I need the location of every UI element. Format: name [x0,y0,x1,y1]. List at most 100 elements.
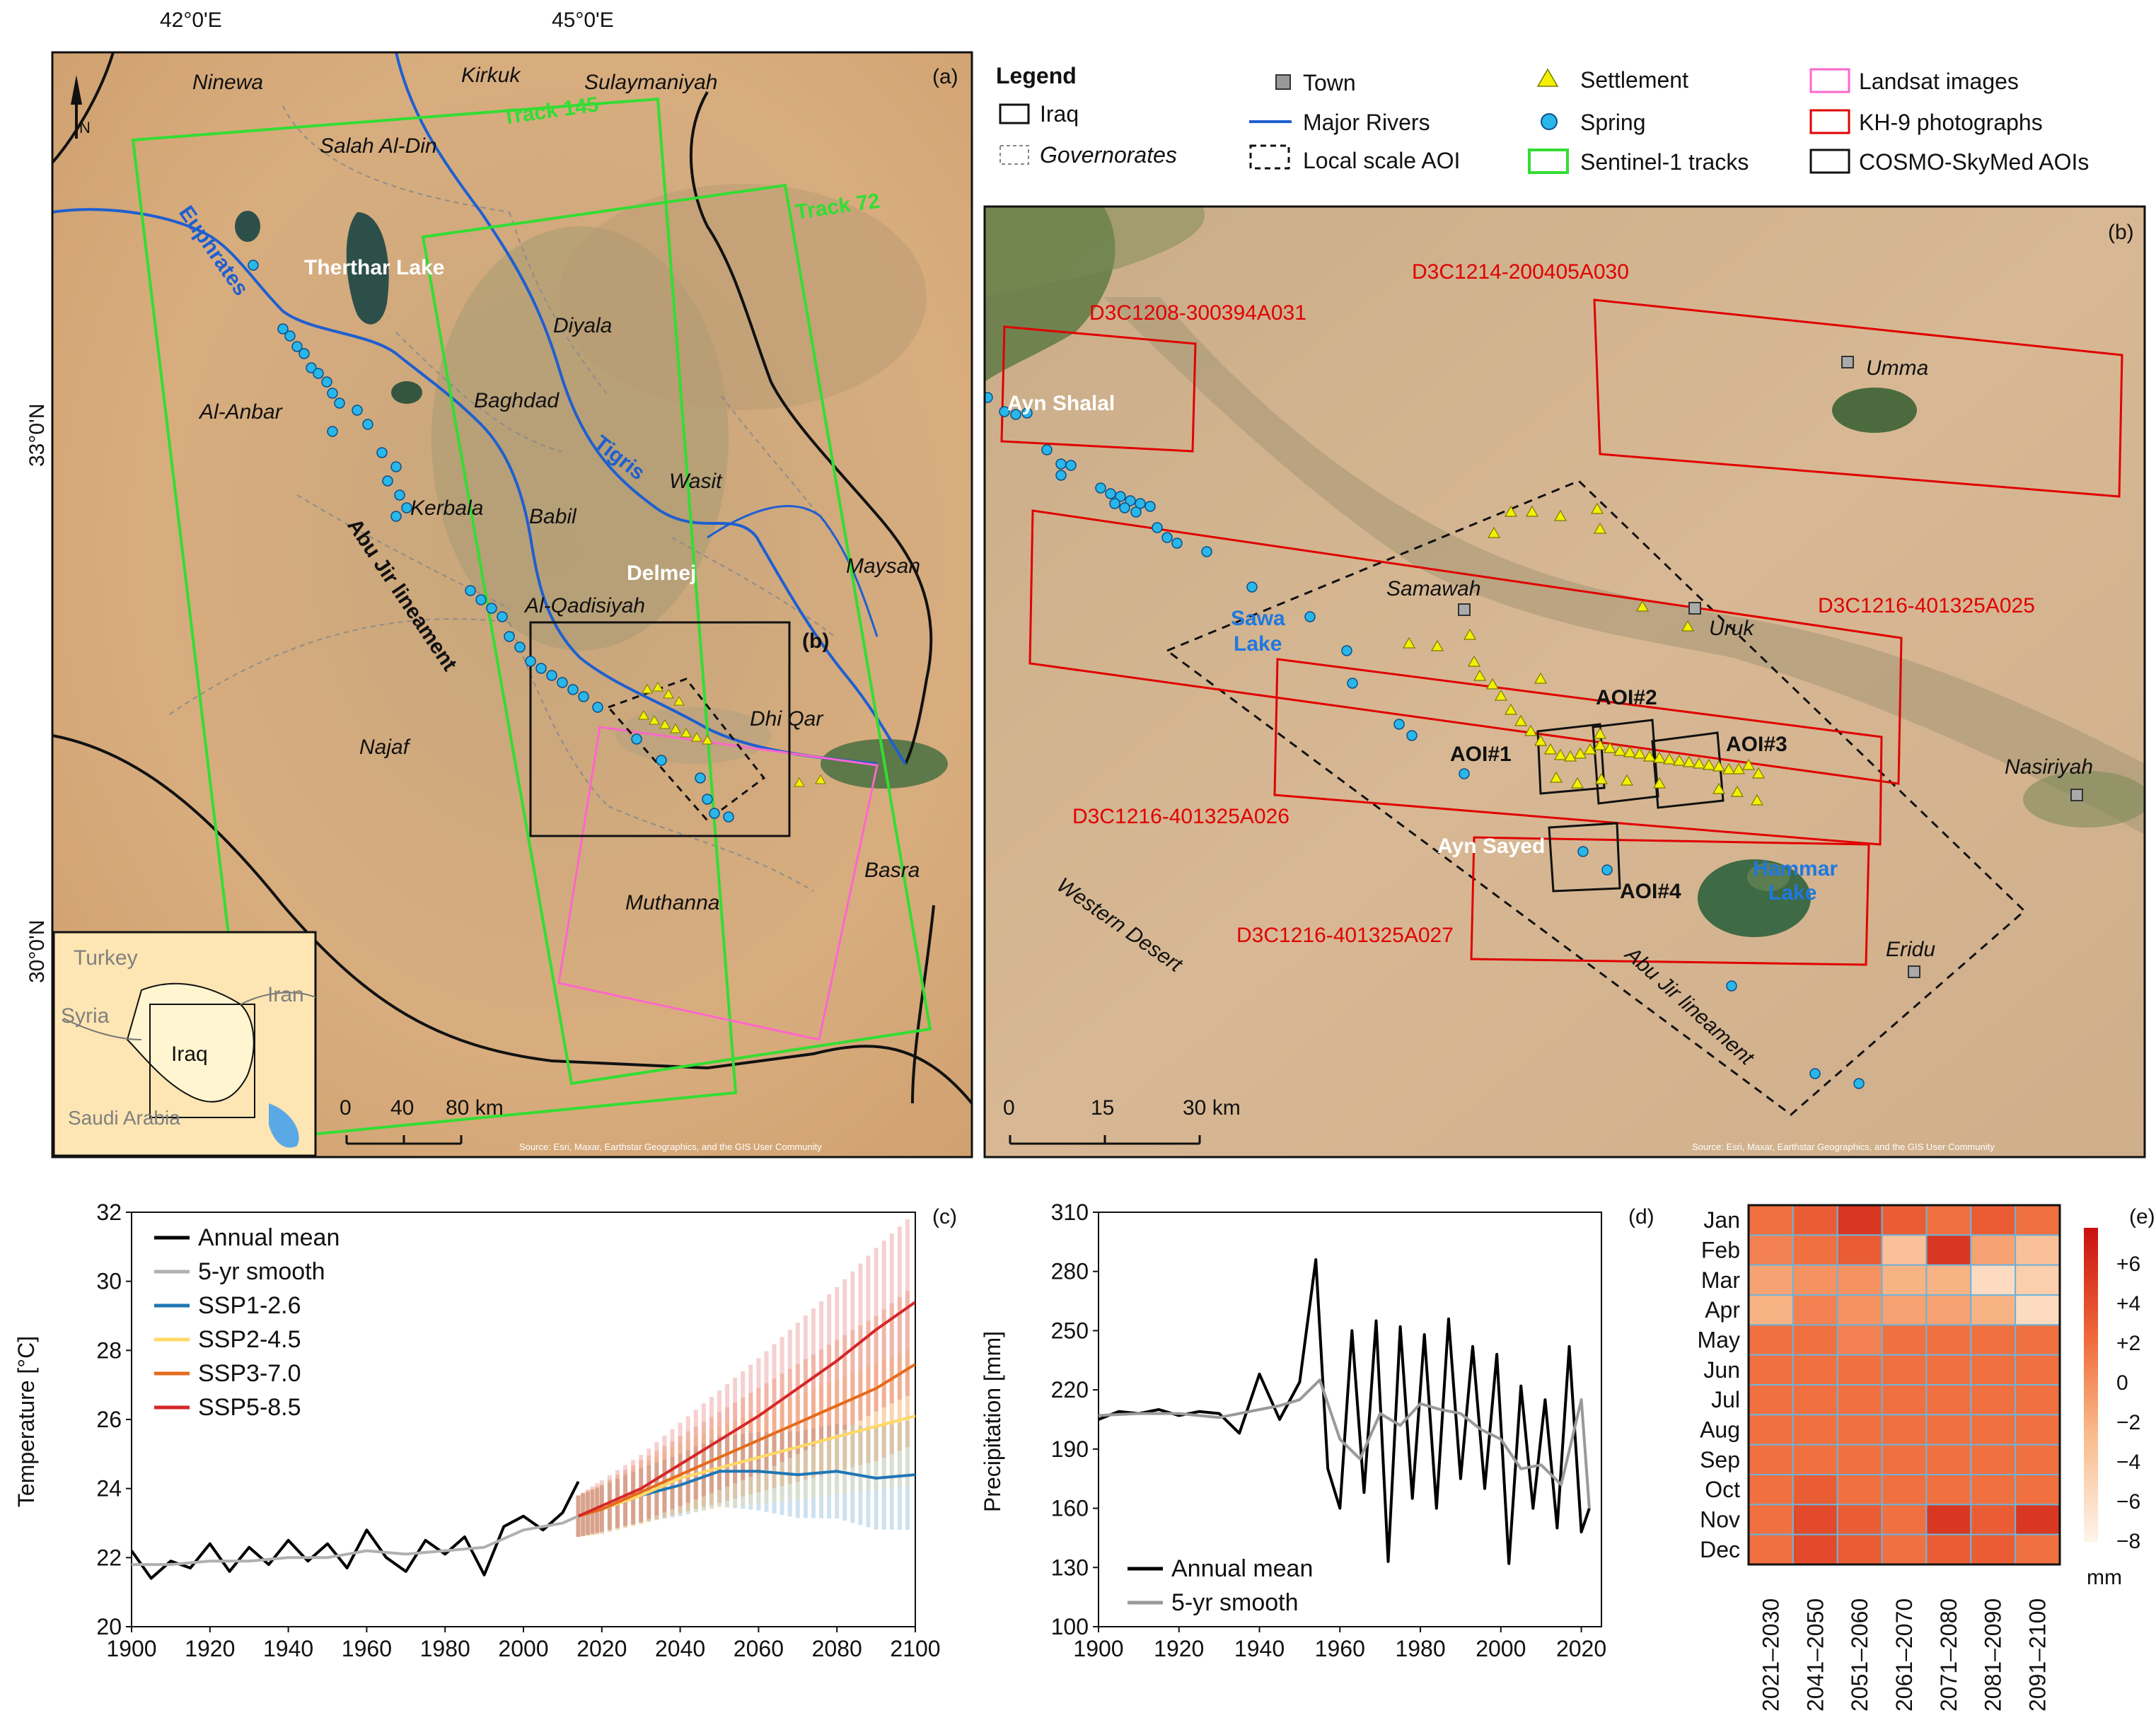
map-legend: Legend Iraq Governorates Town Major Rive… [996,63,2089,175]
inset-locator-map [52,931,317,1157]
legend-spring: Spring [1580,110,1646,135]
heatmap-cell [1881,1354,1928,1386]
x-tick-label: 1900 [1073,1636,1123,1661]
x-tick-label: 2060 [734,1636,784,1661]
series-line-5-yr-smooth [1099,1378,1591,1509]
heatmap-row-label: Sep [1700,1447,1740,1473]
legend-landsat: Landsat images [1859,69,2019,94]
legend-kh9: KH-9 photographs [1859,110,2043,135]
heatmap-cell [1792,1444,1838,1475]
legend-title: Legend [996,63,1077,88]
panel-d-label: (d) [1628,1205,1654,1229]
chart-c-temperature: 1900 1920 1940 1960 1980 2000 2020 2040 2060 2080… [13,1200,957,1661]
heatmap-cell [1881,1204,1928,1236]
heatmap-cell [1836,1474,1883,1506]
gov-diyala: Diyala [553,314,612,337]
heatmap-cell [2015,1504,2061,1535]
heatmap-cell [1748,1264,1794,1296]
town-nasiriyah: Nasiriyah [2005,755,2093,779]
lon-label-45: 45°0'E [552,8,614,32]
heatmap-cell [2015,1474,2061,1506]
gov-maysan: Maysan [846,554,920,578]
heatmap-cell [1748,1414,1794,1446]
legend-settlement: Settlement [1580,67,1688,93]
heatmap-cell [2015,1444,2061,1475]
inset-iran: Iran [267,983,304,1006]
heatmap-cell [1792,1533,1838,1566]
heatmap-row-label: Oct [1705,1477,1740,1502]
heatmap-cell [1925,1264,1972,1296]
heatmap-cell [1970,1264,2017,1296]
heatmap-cell [1748,1384,1794,1416]
heatmap-cell [1970,1533,2017,1566]
x-tick-label: 1940 [263,1636,313,1661]
heatmap-cell [1748,1354,1794,1386]
x-tick-label: 2080 [812,1636,862,1661]
photo-a025-label: D3C1216-401325A025 [1818,594,2035,617]
gov-wasit: Wasit [669,470,723,493]
y-tick-label: 160 [1051,1496,1089,1521]
colorbar-tick-label: −6 [2116,1490,2140,1514]
x-tick-label: 1960 [1315,1636,1365,1661]
heatmap-cell [1970,1354,2017,1386]
heatmap-cell [1836,1264,1883,1296]
heatmap-row-label: Dec [1700,1537,1740,1562]
gov-najaf: Najaf [359,736,411,759]
heatmap-cell [1792,1324,1838,1356]
legend-sentinel-tracks: Sentinel-1 tracks [1580,149,1749,175]
heatmap-cell [2015,1414,2061,1446]
heatmap-cell [1881,1264,1928,1296]
heatmap-row-label: Jun [1703,1357,1740,1383]
town-samawah: Samawah [1386,577,1480,600]
series-line-ssp5-8-5 [577,1301,915,1518]
colorbar-tick-label: +2 [2116,1332,2140,1355]
heatmap-cell [1748,1204,1794,1236]
d-legend: Annual mean 5-yr smooth [1128,1555,1313,1616]
heatmap-cell [1792,1354,1838,1386]
heatmap-row-label: Jan [1703,1207,1740,1233]
chart-d-precipitation: 1900 1920 1940 1960 1980 2000 2020 100 130 160 190… [980,1200,1654,1661]
x-tick-label: 1920 [1154,1636,1204,1661]
heatmap-cell [2015,1294,2061,1326]
heatmap-cell [1881,1414,1928,1446]
colorbar-tick-label: −4 [2116,1451,2140,1474]
gov-salah-al-din: Salah Al-Din [320,134,437,158]
c-y-axis-label: Temperature [°C] [13,1336,39,1507]
heatmap-cell [1925,1324,1972,1356]
heatmap-cell [1836,1414,1883,1446]
scale-bar-a [345,1135,463,1145]
x-tick-label: 2020 [1556,1636,1606,1661]
heatmap-row-label: Nov [1700,1507,1740,1533]
lat-label-30: 30°0'N [25,920,49,983]
heatmap-cell [1836,1204,1883,1236]
legend-entry: SSP1-2.6 [198,1292,301,1319]
inset-iraq: Iraq [171,1042,208,1066]
inset-saudi-arabia: Saudi Arabia [68,1107,180,1129]
photo-a030-label: D3C1214-200405A030 [1412,260,1629,284]
heatmap-cell [2015,1204,2061,1236]
legend-entry: Annual mean [198,1224,340,1251]
panel-a-label: (a) [932,65,958,88]
scale-a-0: 0 [340,1096,352,1120]
heatmap-cell [1792,1294,1838,1326]
heatmap-row-label: Aug [1700,1417,1740,1443]
colorbar [2084,1228,2098,1542]
scale-a-80: 80 km [446,1096,504,1120]
heatmap-col-label: 2061–2070 [1891,1598,1917,1712]
scale-b-30: 30 km [1183,1096,1241,1120]
heatmap-cell [1836,1354,1883,1386]
sawa-lake-label-1: Sawa [1231,607,1285,630]
y-tick-label: 250 [1051,1318,1089,1343]
colorbar-tick-label: −2 [2116,1411,2140,1434]
colorbar-tick-label: −8 [2116,1530,2140,1553]
x-tick-label: 2000 [1476,1636,1526,1661]
hammar-lake-label-1: Hammar [1753,857,1838,881]
heatmap-cell [1925,1354,1972,1386]
x-tick-label: 2100 [890,1636,940,1661]
heatmap-row-label: Feb [1701,1238,1740,1263]
x-tick-label: 1980 [420,1636,470,1661]
x-tick-label: 1960 [342,1636,392,1661]
heatmap-cell [1748,1234,1794,1266]
panel-a-map [51,51,973,1158]
y-tick-label: 130 [1051,1555,1089,1580]
